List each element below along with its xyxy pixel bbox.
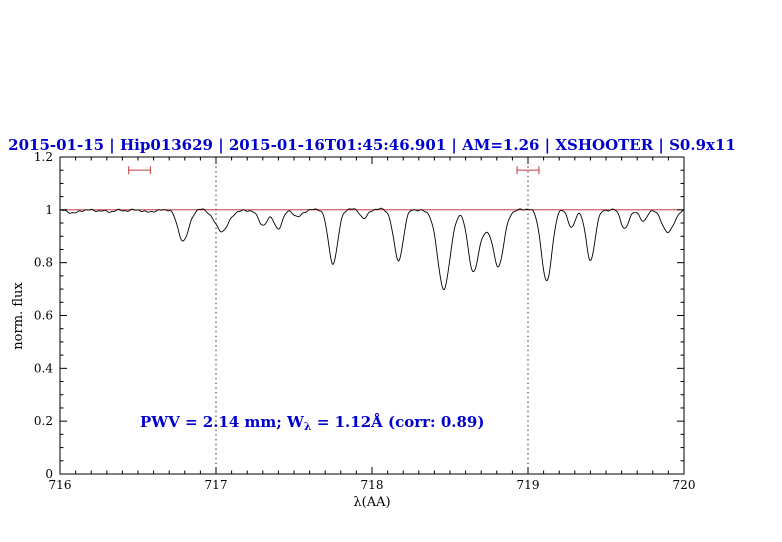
y-axis-label: norm. flux xyxy=(11,282,26,350)
pwv-annotation-main: PWV = 2.14 mm; W xyxy=(140,413,305,431)
x-tick-label: 719 xyxy=(517,478,540,492)
x-tick-label: 717 xyxy=(205,478,228,492)
y-tick-label: 0.6 xyxy=(34,309,53,323)
chart-layer: 716 717 718 719 720 0 0.2 0.4 0.6 0.8 1 1.2 xyxy=(34,150,696,492)
pwv-annotation-subscript: λ xyxy=(304,420,312,433)
spectrum-line xyxy=(59,207,685,291)
y-tick-label: 1 xyxy=(45,203,53,217)
pwv-annotation-rest: = 1.12Å (corr: 0.89) xyxy=(312,413,485,431)
y-tick-label: 0.2 xyxy=(34,414,53,428)
x-tick-label: 716 xyxy=(49,478,72,492)
x-tick-label: 718 xyxy=(361,478,384,492)
x-tick-label: 720 xyxy=(673,478,696,492)
plot-title: 2015-01-15 | Hip013629 | 2015-01-16T01:4… xyxy=(8,136,736,154)
pwv-annotation: PWV = 2.14 mm; Wλ = 1.12Å (corr: 0.89) xyxy=(140,413,484,433)
y-tick-label: 0.8 xyxy=(34,256,53,270)
y-tick-label: 0.4 xyxy=(34,361,53,375)
y-tick-label: 0 xyxy=(45,467,53,481)
y-tick-label: 1.2 xyxy=(34,150,53,164)
x-axis-label: λ(AA) xyxy=(353,495,390,510)
